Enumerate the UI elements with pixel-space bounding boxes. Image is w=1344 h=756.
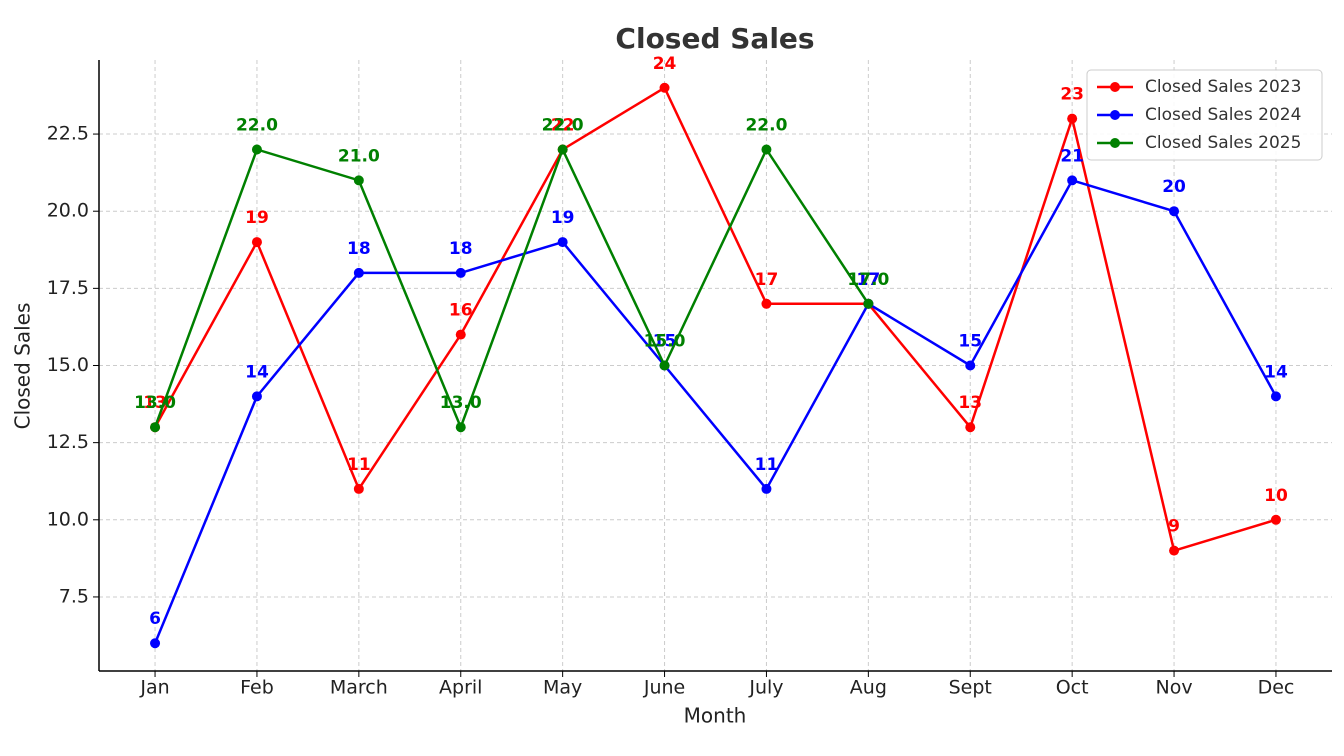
data-label: 15	[653, 332, 677, 352]
data-label: 11	[755, 455, 779, 475]
x-tick-label: Sept	[949, 677, 992, 699]
data-label: 19	[245, 208, 269, 228]
x-tick-label: April	[439, 677, 482, 699]
y-tick-label: 7.5	[59, 585, 89, 607]
data-label: 22	[551, 115, 575, 135]
data-label: 20	[1162, 177, 1186, 197]
point	[557, 144, 568, 155]
point	[965, 422, 976, 433]
point	[251, 144, 262, 155]
point	[1270, 514, 1281, 525]
point	[150, 638, 161, 649]
y-axis-label: Closed Sales	[11, 303, 35, 430]
y-tick-label: 12.5	[47, 431, 89, 453]
x-tick-label: Jan	[139, 677, 169, 699]
data-label: 19	[551, 208, 575, 228]
point	[1270, 391, 1281, 402]
point	[353, 267, 364, 278]
point	[251, 237, 262, 248]
legend-label: Closed Sales 2025	[1145, 133, 1301, 153]
data-label: 21.0	[338, 146, 380, 166]
data-label: 18	[449, 239, 473, 259]
y-tick-label: 10.0	[47, 508, 89, 530]
point	[659, 82, 670, 93]
data-label: 14	[1264, 362, 1288, 382]
y-tick-label: 20.0	[47, 200, 89, 222]
point	[557, 237, 568, 248]
y-tick-label: 15.0	[47, 354, 89, 376]
x-tick-label: Dec	[1258, 677, 1295, 699]
legend-label: Closed Sales 2023	[1145, 77, 1301, 97]
data-label: 21	[1060, 146, 1084, 166]
series-line	[153, 85, 1277, 553]
point	[1169, 545, 1180, 556]
point	[150, 422, 161, 433]
legend-label: Closed Sales 2024	[1145, 105, 1301, 125]
data-label: 22.0	[745, 115, 787, 135]
chart-title: Closed Sales	[615, 22, 814, 55]
data-label: 16	[449, 301, 473, 321]
point	[455, 329, 466, 340]
data-label: 9	[1168, 517, 1180, 537]
legend-marker	[1110, 110, 1120, 120]
x-tick-label: Oct	[1056, 677, 1089, 699]
data-label: 14	[245, 362, 269, 382]
x-tick-label: June	[643, 677, 685, 699]
x-tick-label: Feb	[240, 677, 274, 699]
series-line	[153, 178, 1278, 644]
data-label: 15	[958, 332, 982, 352]
data-label: 13.0	[134, 393, 176, 413]
data-label: 23	[1060, 85, 1084, 105]
point	[761, 144, 772, 155]
point	[353, 175, 364, 186]
data-label: 22.0	[236, 115, 278, 135]
data-label: 18	[347, 239, 371, 259]
point	[455, 422, 466, 433]
point	[761, 298, 772, 309]
legend-marker	[1110, 82, 1120, 92]
data-label: 17	[755, 270, 779, 290]
x-axis-label: Month	[684, 704, 747, 728]
point	[1067, 113, 1078, 124]
x-tick-label: March	[330, 677, 388, 699]
data-label: 22.0	[542, 115, 584, 135]
point	[455, 267, 466, 278]
data-label: 17	[857, 270, 881, 290]
data-label: 10	[1264, 486, 1288, 506]
point	[863, 298, 874, 309]
x-tick-label: July	[748, 677, 783, 699]
legend-box	[1086, 69, 1323, 161]
data-label: 17	[857, 270, 881, 290]
data-label: 15.0	[644, 332, 686, 352]
data-label: 11	[347, 455, 371, 475]
point	[1169, 206, 1180, 217]
point	[761, 483, 772, 494]
data-label: 13	[958, 393, 982, 413]
data-label: 24	[653, 54, 677, 74]
point	[1067, 175, 1078, 186]
y-tick-label: 22.5	[47, 123, 89, 145]
series-line	[153, 146, 870, 431]
data-label: 6	[149, 609, 161, 629]
point	[659, 360, 670, 371]
data-label: 17.0	[847, 270, 889, 290]
x-tick-label: Aug	[850, 677, 887, 699]
legend-marker	[1110, 138, 1120, 148]
point	[353, 483, 364, 494]
point	[965, 360, 976, 371]
data-label: 13.0	[440, 393, 482, 413]
x-tick-label: Nov	[1156, 677, 1193, 699]
x-tick-label: May	[543, 677, 582, 699]
y-tick-label: 17.5	[47, 277, 89, 299]
point	[251, 391, 262, 402]
